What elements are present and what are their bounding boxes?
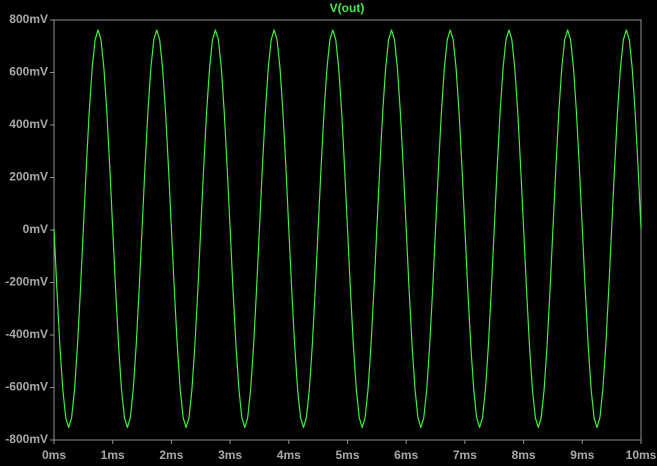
x-tick-label: 9ms	[570, 448, 594, 462]
trace-title: V(out)	[330, 1, 365, 15]
x-tick-label: 2ms	[159, 448, 183, 462]
x-tick-label: 5ms	[335, 448, 359, 462]
x-tick-label: 0ms	[42, 448, 66, 462]
y-tick-label: -200mV	[5, 275, 48, 289]
y-tick-label: 600mV	[9, 65, 48, 79]
x-tick-label: 6ms	[394, 448, 418, 462]
x-tick-label: 7ms	[453, 448, 477, 462]
x-tick-label: 4ms	[277, 448, 301, 462]
x-tick-label: 10ms	[626, 448, 657, 462]
x-tick-label: 1ms	[101, 448, 125, 462]
y-tick-label: 200mV	[9, 170, 48, 184]
y-tick-label: -800mV	[5, 432, 48, 446]
y-tick-label: 400mV	[9, 117, 48, 131]
y-tick-label: -600mV	[5, 380, 48, 394]
y-tick-label: 800mV	[9, 12, 48, 26]
x-tick-label: 8ms	[512, 448, 536, 462]
y-tick-label: 0mV	[23, 222, 48, 236]
y-tick-label: -400mV	[5, 327, 48, 341]
x-tick-label: 3ms	[218, 448, 242, 462]
trace	[53, 29, 642, 428]
